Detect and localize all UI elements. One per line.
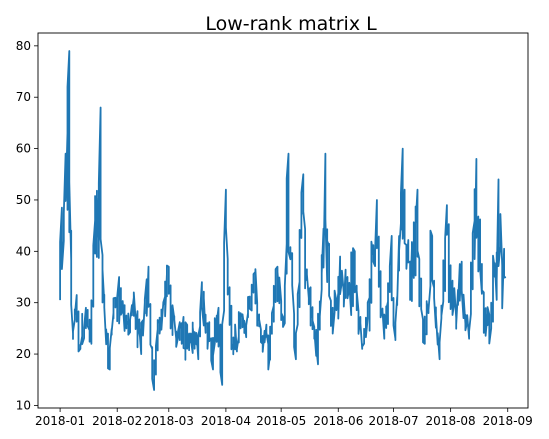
y-tick-label: 20: [16, 347, 31, 361]
y-tick-label: 50: [16, 193, 31, 207]
series-line: [59, 50, 507, 391]
x-tick-label: 2018-08: [426, 414, 476, 428]
x-tick-label: 2018-01: [35, 414, 85, 428]
y-tick-label: 80: [16, 39, 31, 53]
x-tick-label: 2018-06: [313, 414, 363, 428]
x-tick-label: 2018-03: [144, 414, 194, 428]
y-axis: 10 20 30 40 50 60 70 80: [16, 39, 38, 412]
y-tick-label: 70: [16, 90, 31, 104]
x-tick-label: 2018-05: [256, 414, 306, 428]
x-tick-label: 2018-04: [201, 414, 251, 428]
chart-title: Low-rank matrix L: [205, 13, 377, 35]
x-tick-label: 2018-07: [368, 414, 418, 428]
y-tick-label: 60: [16, 142, 31, 156]
y-tick-label: 10: [16, 398, 31, 412]
y-tick-label: 30: [16, 296, 31, 310]
x-tick-label: 2018-09: [483, 414, 533, 428]
plot-area: [37, 32, 529, 409]
x-tick-label: 2018-02: [92, 414, 142, 428]
y-tick-label: 40: [16, 244, 31, 258]
x-axis: 2018-01 2018-02 2018-03 2018-04 2018-05 2018-…: [35, 408, 533, 428]
